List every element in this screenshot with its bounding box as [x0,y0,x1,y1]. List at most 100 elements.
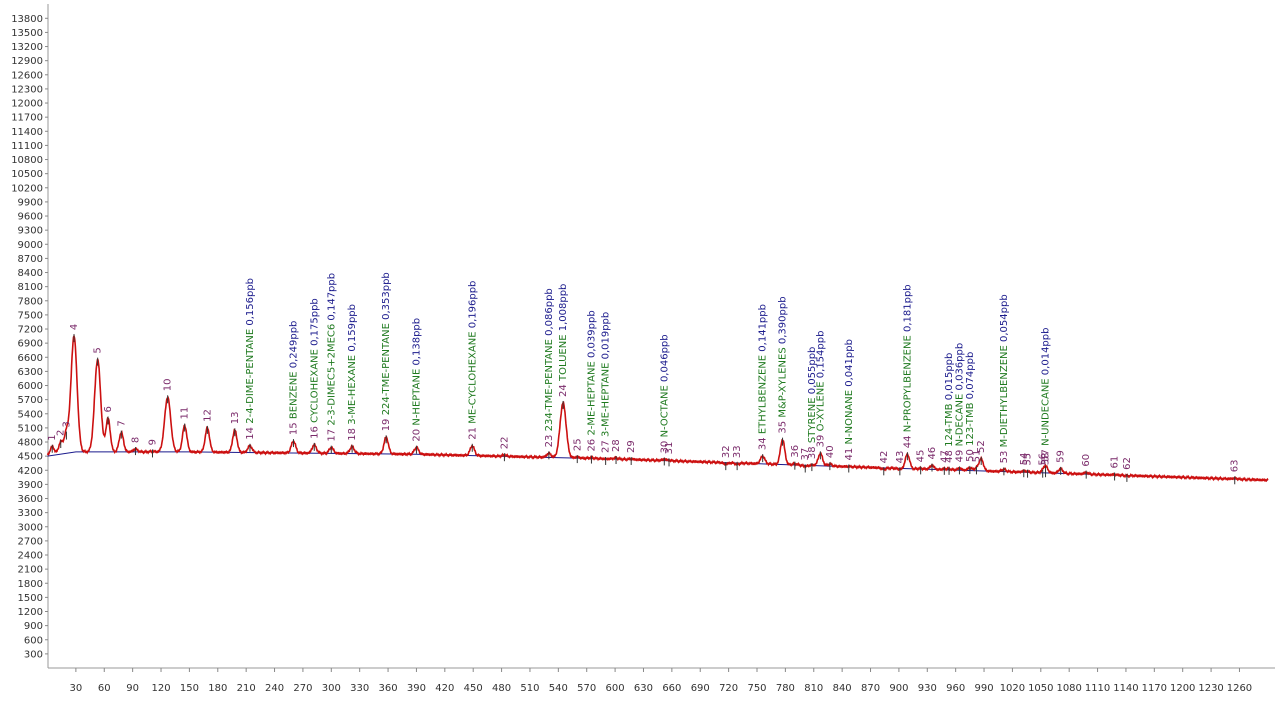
x-tick-label: 1140 [1113,683,1138,694]
y-tick-label: 5700 [18,395,43,406]
peak-number-15: 15 [288,422,299,435]
compound-name: BENZENE [288,368,299,419]
peak-number-59: 59 [1056,450,1067,463]
compound-label-22: M-DIETHYLBENZENE 0,054ppb [999,294,1010,447]
peak-number-32: 32 [721,445,732,458]
x-tick-label: 750 [747,683,766,694]
x-tick-label: 930 [918,683,937,694]
peak-number-4: 4 [69,324,80,330]
y-tick-label: 5100 [18,423,43,434]
peak-number-62: 62 [1122,457,1133,470]
compound-label-0: 2-4-DIME-PENTANE 0,156ppb [245,278,256,424]
compound-name: TOLUENE [558,331,569,382]
compound-concentration: 0,147ppb [326,273,337,321]
compound-concentration: 0,156ppb [245,278,256,326]
peak-number-18: 18 [347,428,358,441]
compound-label-15: STYRENE 0,055ppb [807,347,818,443]
peak-number-11: 11 [180,407,191,420]
compound-concentration: 0,141ppb [758,304,769,352]
x-tick-label: 270 [293,683,312,694]
y-tick-label: 7800 [18,296,43,307]
compound-label-12: N-OCTANE 0,046ppb [659,334,670,437]
peak-number-60: 60 [1081,454,1092,467]
y-tick-label: 8700 [18,254,43,265]
y-tick-label: 11400 [11,127,43,138]
y-tick-label: 13800 [11,14,43,25]
y-tick-label: 8400 [18,268,43,279]
peak-number-38: 38 [807,446,818,459]
compound-name: 234-TME-PENTANE [544,336,555,431]
peak-number-29: 29 [626,440,637,453]
x-tick-label: 690 [691,683,710,694]
peak-number-26: 26 [586,439,597,452]
x-tick-label: 660 [662,683,681,694]
peak-number-47: 47 [939,450,950,463]
peak-number-40: 40 [825,445,836,458]
compound-concentration: 0,036ppb [954,343,965,391]
y-tick-label: 300 [24,649,43,660]
y-tick-label: 9900 [18,197,43,208]
compound-name: N-DECANE [954,390,965,446]
y-tick-label: 13500 [11,28,43,39]
compound-name: ME-CYCLOHEXANE [467,328,478,424]
x-tick-label: 1020 [1000,683,1025,694]
compound-label-23: N-UNDECANE 0,014ppb [1041,328,1052,446]
y-tick-label: 10500 [11,169,43,180]
y-tick-label: 13200 [11,42,43,53]
peak-number-49: 49 [954,450,965,463]
y-tick-label: 9000 [18,240,43,251]
compound-name: 124-TMB [944,400,955,447]
peak-number-45: 45 [916,450,927,463]
compound-concentration: 0,086ppb [544,288,555,336]
peak-number-48: 48 [944,450,955,463]
compound-concentration: 0,046ppb [659,334,670,382]
peak-number-41: 41 [844,448,855,461]
x-tick-label: 120 [151,683,170,694]
compound-name: M&P-XYLENES [778,344,789,418]
compound-name: N-OCTANE [659,382,670,437]
compound-label-19: 124-TMB 0,015ppb [944,353,955,447]
y-tick-label: 12900 [11,56,43,67]
peak-number-13: 13 [230,412,241,425]
compound-name: N-UNDECANE [1041,375,1052,446]
y-tick-label: 1500 [18,593,43,604]
peak-number-63: 63 [1230,460,1241,473]
compound-label-2: CYCLOHEXANE 0,175ppb [309,298,320,423]
x-tick-label: 540 [549,683,568,694]
peak-number-61: 61 [1110,456,1121,469]
compound-concentration: 0,138ppb [411,318,422,366]
peak-number-43: 43 [895,451,906,464]
compound-name: N-PROPYLBENZENE [902,332,913,432]
x-tick-label: 1170 [1142,683,1167,694]
peak-number-42: 42 [879,451,890,464]
peak-number-54: 54 [1019,452,1030,465]
compound-name: M-DIETHYLBENZENE [999,342,1010,447]
peak-number-31: 31 [664,442,675,455]
y-tick-label: 3600 [18,494,43,505]
compound-name: 2-3-DIMEC5+2MEC6 [326,321,337,426]
peak-number-24: 24 [558,384,569,397]
y-tick-label: 4200 [18,466,43,477]
peak-number-21: 21 [467,427,478,440]
peak-number-12: 12 [202,409,213,422]
x-tick-label: 150 [180,683,199,694]
x-tick-label: 1050 [1028,683,1053,694]
peak-number-53: 53 [999,451,1010,464]
compound-name: 3-ME-HEXANE [347,352,358,425]
x-tick-label: 1260 [1227,683,1252,694]
compound-label-5: 224-TME-PENTANE 0,353ppb [381,272,392,415]
y-tick-label: 11100 [11,141,43,152]
x-tick-label: 30 [70,683,83,694]
x-tick-label: 60 [98,683,111,694]
y-tick-label: 600 [24,635,43,646]
compound-label-6: N-HEPTANE 0,138ppb [411,318,422,426]
x-tick-label: 90 [126,683,139,694]
x-tick-label: 780 [776,683,795,694]
peak-number-33: 33 [732,445,743,458]
compound-label-4: 3-ME-HEXANE 0,159ppb [347,304,358,425]
y-tick-label: 12000 [11,99,43,110]
peak-number-2: 2 [56,430,67,436]
y-tick-label: 2400 [18,551,43,562]
